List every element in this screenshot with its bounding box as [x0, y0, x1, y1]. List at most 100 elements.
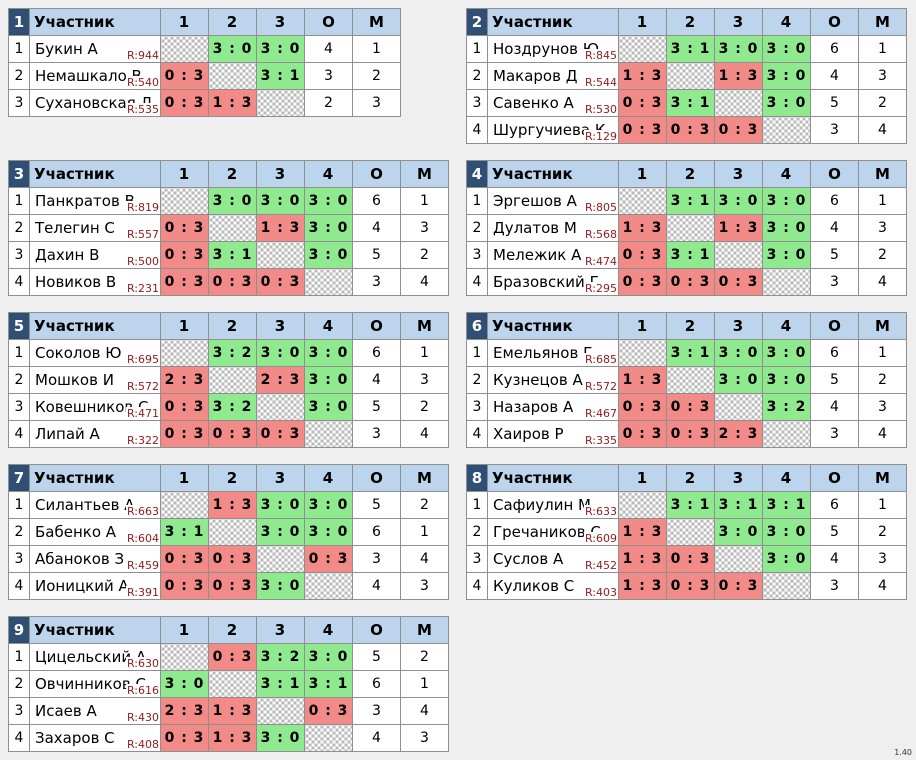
match-score[interactable]: 1 : 3 — [208, 724, 257, 752]
match-score[interactable]: 0 : 3 — [160, 241, 209, 269]
player-name[interactable]: Савенко А — [493, 94, 574, 112]
player-cell[interactable]: Овчинников С R:616 — [29, 670, 161, 698]
player-cell[interactable]: Шургучиева К R:129 — [487, 116, 619, 144]
match-score[interactable]: 3 : 0 — [256, 339, 305, 367]
match-score[interactable]: 3 : 2 — [256, 643, 305, 671]
match-score[interactable]: 3 : 0 — [208, 187, 257, 215]
player-cell[interactable]: Куликов С R:403 — [487, 572, 619, 600]
match-score[interactable]: 1 : 3 — [618, 572, 667, 600]
match-score[interactable]: 3 : 0 — [714, 35, 763, 63]
match-score[interactable]: 0 : 3 — [714, 268, 763, 296]
player-cell[interactable]: Немашкало В R:540 — [29, 62, 161, 90]
match-score[interactable]: 3 : 1 — [666, 89, 715, 117]
player-name[interactable]: Эргешов А — [493, 192, 577, 210]
match-score[interactable]: 3 : 0 — [304, 366, 353, 394]
player-cell[interactable]: Соколов Ю R:695 — [29, 339, 161, 367]
match-score[interactable]: 3 : 0 — [256, 35, 305, 63]
player-cell[interactable]: Липай А R:322 — [29, 420, 161, 448]
match-score[interactable]: 0 : 3 — [714, 116, 763, 144]
player-cell[interactable]: Бразовский Г R:295 — [487, 268, 619, 296]
match-score[interactable]: 0 : 3 — [666, 545, 715, 573]
match-score[interactable]: 0 : 3 — [160, 393, 209, 421]
player-cell[interactable]: Кузнецов А R:572 — [487, 366, 619, 394]
match-score[interactable]: 3 : 0 — [304, 643, 353, 671]
match-score[interactable]: 2 : 3 — [714, 420, 763, 448]
match-score[interactable]: 0 : 3 — [208, 545, 257, 573]
match-score[interactable]: 3 : 2 — [762, 393, 811, 421]
match-score[interactable]: 0 : 3 — [618, 241, 667, 269]
match-score[interactable]: 3 : 1 — [208, 241, 257, 269]
match-score[interactable]: 3 : 0 — [762, 366, 811, 394]
player-cell[interactable]: Сафиулин М R:633 — [487, 491, 619, 519]
player-cell[interactable]: Новиков В R:231 — [29, 268, 161, 296]
match-score[interactable]: 3 : 0 — [762, 187, 811, 215]
match-score[interactable]: 0 : 3 — [618, 420, 667, 448]
match-score[interactable]: 0 : 3 — [160, 89, 209, 117]
match-score[interactable]: 0 : 3 — [160, 268, 209, 296]
player-cell[interactable]: Макаров Д R:544 — [487, 62, 619, 90]
player-name[interactable]: Цицельский А — [35, 648, 147, 666]
match-score[interactable]: 3 : 0 — [304, 518, 353, 546]
player-name[interactable]: Гречаников С — [493, 523, 601, 541]
player-cell[interactable]: Назаров А R:467 — [487, 393, 619, 421]
player-name[interactable]: Назаров А — [493, 398, 574, 416]
match-score[interactable]: 1 : 3 — [618, 545, 667, 573]
match-score[interactable]: 3 : 0 — [762, 339, 811, 367]
player-name[interactable]: Букин А — [35, 40, 98, 58]
match-score[interactable]: 0 : 3 — [666, 420, 715, 448]
match-score[interactable]: 0 : 3 — [160, 572, 209, 600]
player-cell[interactable]: Мошков И R:572 — [29, 366, 161, 394]
match-score[interactable]: 3 : 0 — [256, 518, 305, 546]
player-name[interactable]: Сухановская Л — [35, 94, 152, 112]
match-score[interactable]: 3 : 0 — [256, 491, 305, 519]
match-score[interactable]: 1 : 3 — [208, 491, 257, 519]
player-name[interactable]: Емельянов Г — [493, 344, 593, 362]
match-score[interactable]: 3 : 0 — [762, 62, 811, 90]
player-name[interactable]: Хаиров Р — [493, 425, 564, 443]
match-score[interactable]: 3 : 1 — [762, 491, 811, 519]
match-score[interactable]: 0 : 3 — [208, 643, 257, 671]
player-name[interactable]: Ионицкий А — [35, 577, 129, 595]
match-score[interactable]: 0 : 3 — [666, 268, 715, 296]
match-score[interactable]: 3 : 0 — [256, 572, 305, 600]
player-name[interactable]: Кузнецов А — [493, 371, 583, 389]
player-name[interactable]: Липай А — [35, 425, 100, 443]
match-score[interactable]: 1 : 3 — [714, 214, 763, 242]
match-score[interactable]: 1 : 3 — [618, 214, 667, 242]
match-score[interactable]: 0 : 3 — [208, 268, 257, 296]
match-score[interactable]: 0 : 3 — [160, 62, 209, 90]
player-cell[interactable]: Букин А R:944 — [29, 35, 161, 63]
match-score[interactable]: 3 : 1 — [256, 670, 305, 698]
player-name[interactable]: Бабенко А — [35, 523, 117, 541]
player-cell[interactable]: Панкратов В R:819 — [29, 187, 161, 215]
match-score[interactable]: 3 : 1 — [666, 187, 715, 215]
player-cell[interactable]: Мележик А R:474 — [487, 241, 619, 269]
player-name[interactable]: Телегин С — [35, 219, 115, 237]
match-score[interactable]: 0 : 3 — [304, 545, 353, 573]
player-name[interactable]: Мошков И — [35, 371, 114, 389]
player-cell[interactable]: Телегин С R:557 — [29, 214, 161, 242]
match-score[interactable]: 1 : 3 — [618, 518, 667, 546]
match-score[interactable]: 3 : 1 — [304, 670, 353, 698]
player-cell[interactable]: Суслов А R:452 — [487, 545, 619, 573]
match-score[interactable]: 1 : 3 — [208, 697, 257, 725]
match-score[interactable]: 3 : 0 — [304, 491, 353, 519]
match-score[interactable]: 0 : 3 — [208, 572, 257, 600]
match-score[interactable]: 1 : 3 — [208, 89, 257, 117]
match-score[interactable]: 0 : 3 — [160, 214, 209, 242]
player-cell[interactable]: Дулатов М R:568 — [487, 214, 619, 242]
match-score[interactable]: 3 : 0 — [160, 670, 209, 698]
match-score[interactable]: 3 : 0 — [714, 518, 763, 546]
match-score[interactable]: 3 : 0 — [762, 89, 811, 117]
match-score[interactable]: 0 : 3 — [256, 420, 305, 448]
match-score[interactable]: 3 : 0 — [762, 241, 811, 269]
match-score[interactable]: 3 : 2 — [208, 339, 257, 367]
match-score[interactable]: 3 : 0 — [304, 187, 353, 215]
match-score[interactable]: 3 : 0 — [256, 187, 305, 215]
player-name[interactable]: Дахин В — [35, 246, 100, 264]
match-score[interactable]: 0 : 3 — [304, 697, 353, 725]
match-score[interactable]: 0 : 3 — [160, 545, 209, 573]
player-cell[interactable]: Дахин В R:500 — [29, 241, 161, 269]
match-score[interactable]: 2 : 3 — [256, 366, 305, 394]
player-name[interactable]: Суслов А — [493, 550, 564, 568]
